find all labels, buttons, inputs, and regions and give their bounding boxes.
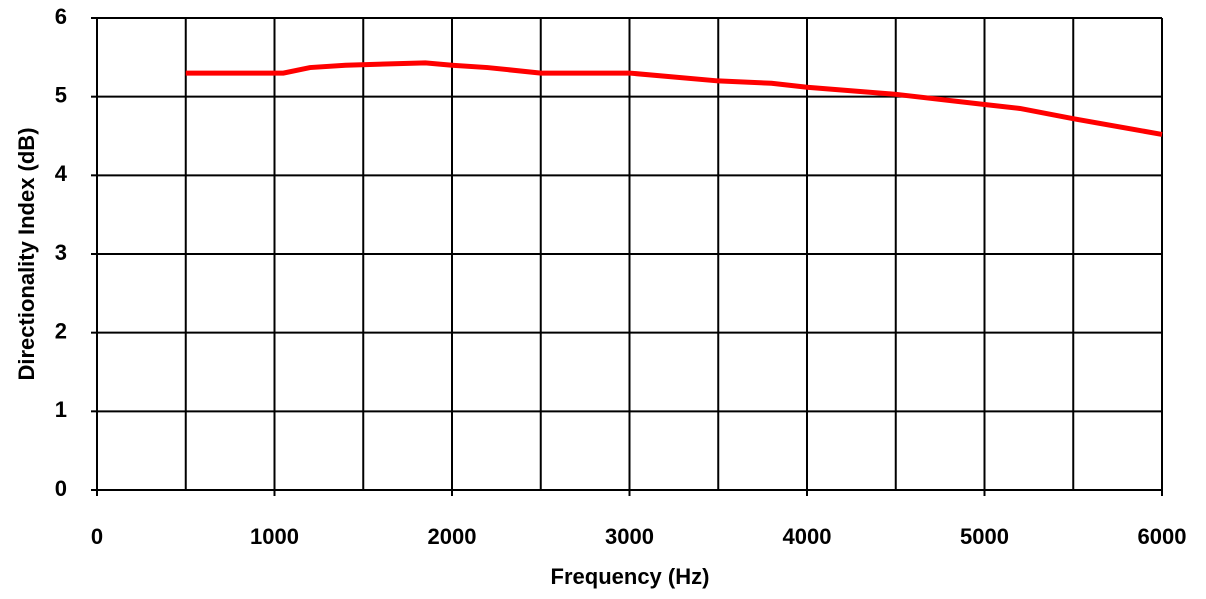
y-tick-label: 0 <box>55 476 67 501</box>
y-tick-label: 2 <box>55 318 67 343</box>
y-tick-label: 6 <box>55 4 67 29</box>
x-tick-label: 5000 <box>960 524 1009 549</box>
x-tick-label: 3000 <box>605 524 654 549</box>
y-axis-label: Directionality Index (dB) <box>14 127 39 380</box>
y-tick-label: 5 <box>55 82 67 107</box>
y-tick-label: 3 <box>55 240 67 265</box>
y-tick-label: 1 <box>55 397 67 422</box>
x-tick-label: 4000 <box>783 524 832 549</box>
x-tick-label: 6000 <box>1138 524 1187 549</box>
x-tick-label: 0 <box>91 524 103 549</box>
x-tick-label: 2000 <box>428 524 477 549</box>
x-tick-label: 1000 <box>250 524 299 549</box>
data-line <box>185 60 1163 137</box>
x-axis-label: Frequency (Hz) <box>551 564 710 589</box>
y-tick-label: 4 <box>55 161 68 186</box>
